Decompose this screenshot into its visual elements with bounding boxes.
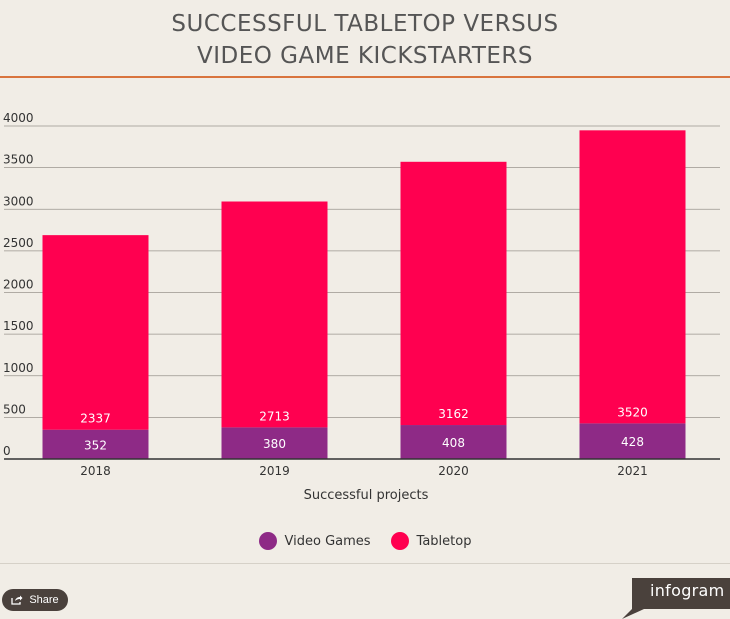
infogram-logo-text: infogram xyxy=(650,581,725,600)
x-axis-title: Successful projects xyxy=(304,488,429,503)
data-label: 380 xyxy=(263,437,286,451)
share-button[interactable]: Share xyxy=(2,589,68,611)
legend-swatch-video-games xyxy=(258,532,277,550)
bar-video-games-2021 xyxy=(579,423,686,459)
y-tick-label: 2000 xyxy=(3,278,34,292)
bar-video-games-2020 xyxy=(400,425,507,459)
y-tick-label: 2500 xyxy=(3,236,34,250)
y-tick-label: 500 xyxy=(3,402,26,416)
data-label: 2713 xyxy=(259,409,290,423)
y-tick-label: 1500 xyxy=(3,319,34,333)
chart-title: SUCCESSFUL TABLETOP VERSUS VIDEO GAME KI… xyxy=(0,8,730,72)
y-tick-label: 0 xyxy=(3,444,11,458)
footer-divider xyxy=(0,563,730,564)
legend: Video Games Tabletop xyxy=(0,532,730,550)
data-label: 352 xyxy=(84,438,107,452)
bar-video-games-2019 xyxy=(221,427,328,459)
share-label: Share xyxy=(29,594,59,606)
share-icon xyxy=(11,595,23,605)
x-tick-label: 2021 xyxy=(617,464,648,478)
y-tick-label: 3500 xyxy=(3,153,34,167)
x-tick-label: 2019 xyxy=(259,464,290,478)
bar-tabletop-2020 xyxy=(400,161,507,426)
bar-chart: 0 500 1000 1500 2000 2500 3000 3500 4000 352 2337 2… xyxy=(3,111,720,503)
infogram-logo-badge[interactable] xyxy=(622,578,730,619)
data-label: 3162 xyxy=(438,407,469,421)
data-label: 3520 xyxy=(617,405,648,419)
bar-tabletop-2019 xyxy=(221,201,328,428)
legend-item-video-games[interactable]: Video Games xyxy=(258,532,371,550)
y-tick-label: 4000 xyxy=(3,111,34,125)
y-tick-label: 3000 xyxy=(3,194,34,208)
data-label: 2337 xyxy=(80,412,111,426)
legend-swatch-tabletop xyxy=(390,532,409,550)
legend-label-tabletop: Tabletop xyxy=(416,533,472,549)
bar-tabletop-2021 xyxy=(579,130,686,424)
title-divider xyxy=(0,76,730,78)
legend-label-video-games: Video Games xyxy=(284,533,371,549)
x-tick-label: 2018 xyxy=(80,464,111,478)
legend-item-tabletop[interactable]: Tabletop xyxy=(390,532,472,550)
title-line-1: SUCCESSFUL TABLETOP VERSUS xyxy=(171,11,559,37)
y-tick-label: 1000 xyxy=(3,361,34,375)
x-tick-label: 2020 xyxy=(438,464,469,478)
data-label: 428 xyxy=(621,435,644,449)
bar-tabletop-2018 xyxy=(42,235,149,430)
data-label: 408 xyxy=(442,436,465,450)
title-line-2: VIDEO GAME KICKSTARTERS xyxy=(197,43,533,69)
bar-video-games-2018 xyxy=(42,429,149,459)
